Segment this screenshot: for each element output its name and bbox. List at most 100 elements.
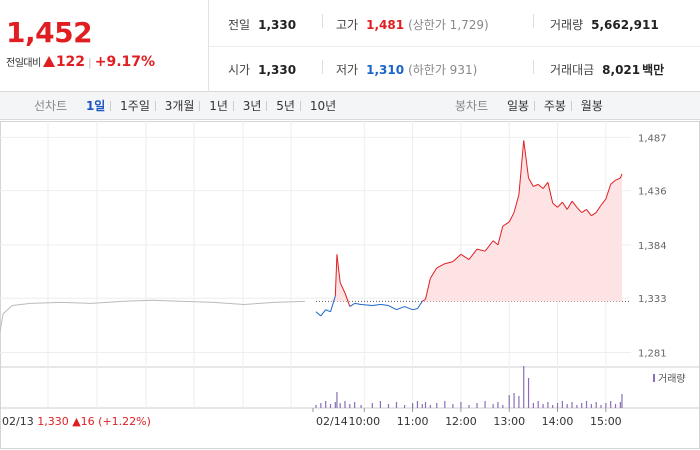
volume-bar (556, 403, 559, 408)
tab-weekly[interactable]: 주봉 (543, 99, 566, 113)
price-change: 전일대비 122 | +9.17% (6, 54, 156, 70)
stat-volume: 거래량 5,662,911 (550, 16, 659, 33)
tab-10year[interactable]: 10년 (309, 99, 337, 113)
tab-1week[interactable]: 1주일 (120, 99, 150, 113)
tab-3year[interactable]: 3년 (242, 99, 262, 113)
y-tick-label: 1,436 (638, 187, 667, 198)
price-line-segment (518, 140, 525, 195)
price-line-segment (334, 254, 338, 297)
volume-bar (315, 405, 317, 408)
volume-bar (476, 403, 478, 408)
stat-label: 저가 (336, 63, 359, 77)
price-line-segment (547, 182, 554, 204)
price-line-segment (388, 305, 397, 311)
volume-bar (379, 401, 382, 408)
upper-limit: (상한가 1,729) (408, 18, 489, 32)
volume-bar (468, 405, 470, 408)
price-line-segment (586, 209, 592, 216)
tab-1day[interactable]: 1일 (85, 99, 106, 113)
prev-day-change: 16 (81, 415, 99, 428)
price-line-segment (422, 298, 426, 302)
volume-bar (619, 402, 621, 408)
price-line-segment (452, 253, 462, 263)
volume-bar (344, 401, 346, 408)
price-line-segment (576, 206, 583, 213)
price-line-segment (615, 177, 621, 181)
y-tick-label: 1,384 (638, 241, 667, 252)
volume-bar (436, 403, 438, 408)
tab-monthly[interactable]: 월봉 (580, 99, 603, 113)
volume-bar (329, 404, 332, 408)
price-line-segment (528, 177, 534, 187)
y-tick-label: 1,487 (638, 133, 667, 144)
price-chart[interactable]: 1,487 1,436 1,384 1,333 1,281 거래량 10:00 11:00 12… (0, 121, 700, 450)
volume-bar (518, 396, 520, 408)
volume-bar (552, 405, 554, 408)
volume-bar (585, 401, 588, 408)
volume-bar (412, 403, 414, 408)
price-line-segment (476, 248, 486, 252)
price-line-segment (404, 306, 413, 311)
x-tick-label: 13:00 (493, 415, 525, 428)
price-line-segment (354, 302, 362, 305)
price-line-segment (468, 248, 478, 260)
prev-day-info: 02/13 1,330 ▲16 (+1.22%) (2, 415, 151, 428)
volume-bar (416, 401, 419, 408)
current-price: 1,452 (6, 16, 93, 49)
price-line-segment (605, 184, 612, 200)
price-line-segment (523, 140, 530, 179)
volume-bar (605, 403, 607, 408)
prev-day-line (0, 299, 306, 332)
volume-bar (325, 401, 327, 408)
price-line-segment (444, 261, 453, 265)
volume-bar (610, 401, 612, 408)
tab-3month[interactable]: 3개월 (164, 99, 195, 113)
volume-bar (497, 402, 499, 408)
volume-bar (561, 401, 563, 408)
stat-label: 고가 (336, 18, 359, 32)
price-line-segment (508, 212, 515, 223)
volume-bar (527, 378, 530, 408)
volume-bar (460, 402, 462, 408)
volume-bar (484, 401, 486, 408)
volume-legend-swatch (653, 374, 655, 382)
price-line-segment (412, 308, 418, 311)
price-line-segment (339, 282, 346, 294)
tab-1year[interactable]: 1년 (209, 99, 228, 113)
volume-bar (492, 404, 494, 408)
volume-bar (395, 402, 398, 408)
stat-value: 1,310 (366, 63, 405, 77)
x-tick-label: 10:00 (348, 415, 380, 428)
price-line-segment (484, 240, 494, 252)
volume-bar (508, 395, 510, 408)
price-line-segment (497, 226, 504, 246)
price-line-segment (429, 267, 438, 279)
price-line-segment (325, 309, 331, 313)
y-tick-label: 1,333 (638, 294, 667, 305)
change-label: 전일대비 (6, 58, 41, 69)
price-line-segment (566, 200, 573, 210)
tab-daily[interactable]: 일봉 (506, 99, 530, 113)
volume-bar (547, 402, 549, 408)
price-line-segment (361, 303, 373, 307)
volume-bar (424, 402, 427, 408)
stat-high: 고가 1,481 (상한가 1,729) (336, 16, 489, 33)
volume-bar (614, 404, 617, 408)
tab-5year[interactable]: 5년 (276, 99, 295, 113)
up-area-fill (316, 140, 622, 302)
volume-bar (349, 404, 351, 408)
volume-bar (571, 402, 573, 408)
stat-label: 전일 (228, 18, 251, 32)
x-tick-label: 12:00 (445, 415, 477, 428)
volume-bar (336, 392, 338, 408)
today-date-label: 02/14 (316, 415, 348, 428)
volume-bar (513, 393, 515, 408)
price-line-segment (537, 183, 544, 189)
stat-prev-close: 전일 1,330 (228, 16, 296, 33)
price-line-segment (552, 202, 558, 208)
prev-day-change-pct: (+1.22%) (98, 415, 151, 428)
prev-day-close: 1,330 ▲ (37, 415, 81, 428)
stat-unit: 백만 (642, 63, 665, 77)
price-line-segment (502, 221, 510, 227)
stat-label: 시가 (228, 63, 251, 77)
